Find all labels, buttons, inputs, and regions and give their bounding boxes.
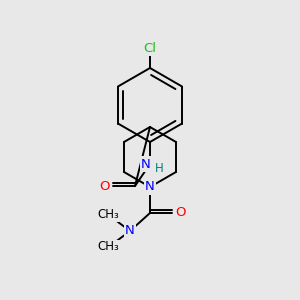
Text: N: N (145, 181, 155, 194)
Text: CH₃: CH₃ (97, 208, 119, 221)
Text: H: H (154, 161, 164, 175)
Text: O: O (100, 179, 110, 193)
Text: N: N (141, 158, 151, 170)
Text: CH₃: CH₃ (97, 241, 119, 254)
Text: Cl: Cl (143, 41, 157, 55)
Text: O: O (175, 206, 185, 220)
Text: N: N (125, 224, 135, 238)
